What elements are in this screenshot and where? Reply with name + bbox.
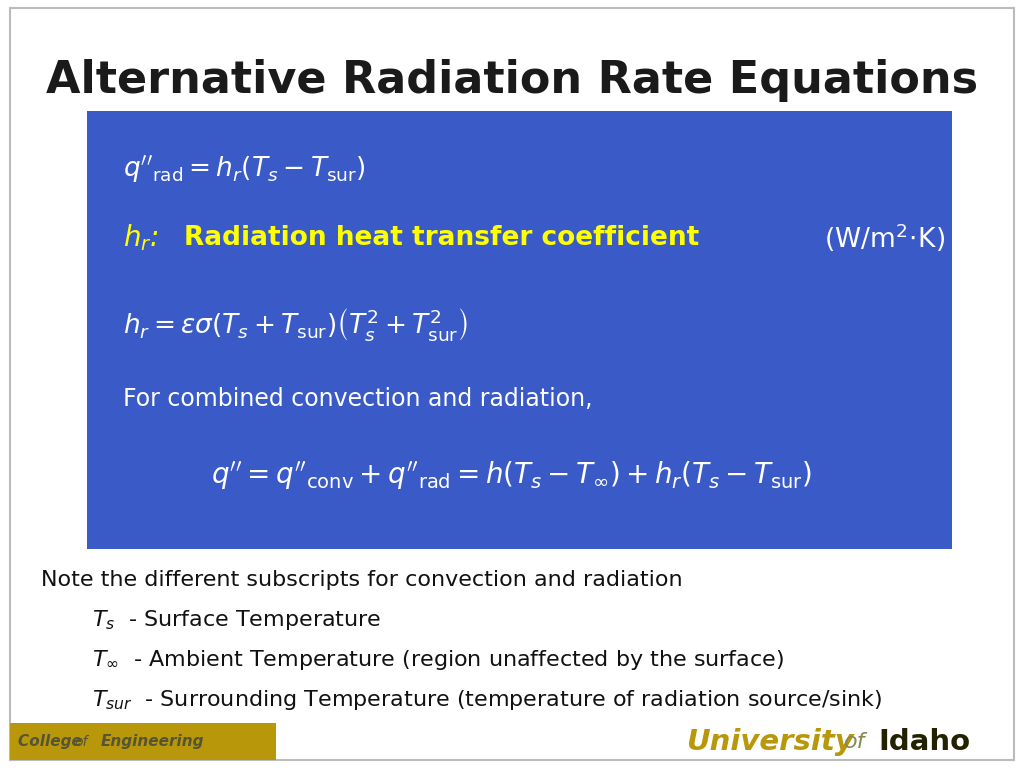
Text: of: of	[75, 735, 88, 749]
FancyBboxPatch shape	[87, 111, 952, 549]
Text: Engineering: Engineering	[100, 734, 204, 750]
Text: Radiation heat transfer coefficient: Radiation heat transfer coefficient	[184, 225, 699, 251]
Text: of: of	[844, 732, 865, 752]
Text: $\left(\mathrm{W/m^2 \!\cdot\! K}\right)$: $\left(\mathrm{W/m^2 \!\cdot\! K}\right)…	[824, 222, 945, 254]
Text: Note the different subscripts for convection and radiation: Note the different subscripts for convec…	[41, 570, 683, 590]
Text: $h_r = \varepsilon\sigma\left(T_s + T_{\mathrm{sur}}\right)\left(T_s^2 + T_{\mat: $h_r = \varepsilon\sigma\left(T_s + T_{\…	[123, 306, 468, 343]
Text: $T_{sur}$  - Surrounding Temperature (temperature of radiation source/sink): $T_{sur}$ - Surrounding Temperature (tem…	[92, 687, 883, 712]
Text: $h_r$:: $h_r$:	[123, 223, 159, 253]
Text: Alternative Radiation Rate Equations: Alternative Radiation Rate Equations	[46, 59, 978, 102]
Text: College: College	[18, 734, 88, 750]
Bar	[10, 723, 276, 760]
Text: Idaho: Idaho	[879, 728, 971, 756]
Text: $T_\infty$  - Ambient Temperature (region unaffected by the surface): $T_\infty$ - Ambient Temperature (region…	[92, 647, 784, 672]
Text: $q'' = q''_{\mathrm{conv}} + q''_{\mathrm{rad}} = h\left(T_s - T_\infty\right) +: $q'' = q''_{\mathrm{conv}} + q''_{\mathr…	[212, 460, 812, 492]
Text: University: University	[686, 728, 854, 756]
Text: For combined convection and radiation,: For combined convection and radiation,	[123, 387, 592, 412]
Text: $T_s$  - Surface Temperature: $T_s$ - Surface Temperature	[92, 607, 382, 632]
Text: $q''_{\mathrm{rad}} = h_r\left(T_s - T_{\mathrm{sur}}\right)$: $q''_{\mathrm{rad}} = h_r\left(T_s - T_{…	[123, 153, 366, 185]
